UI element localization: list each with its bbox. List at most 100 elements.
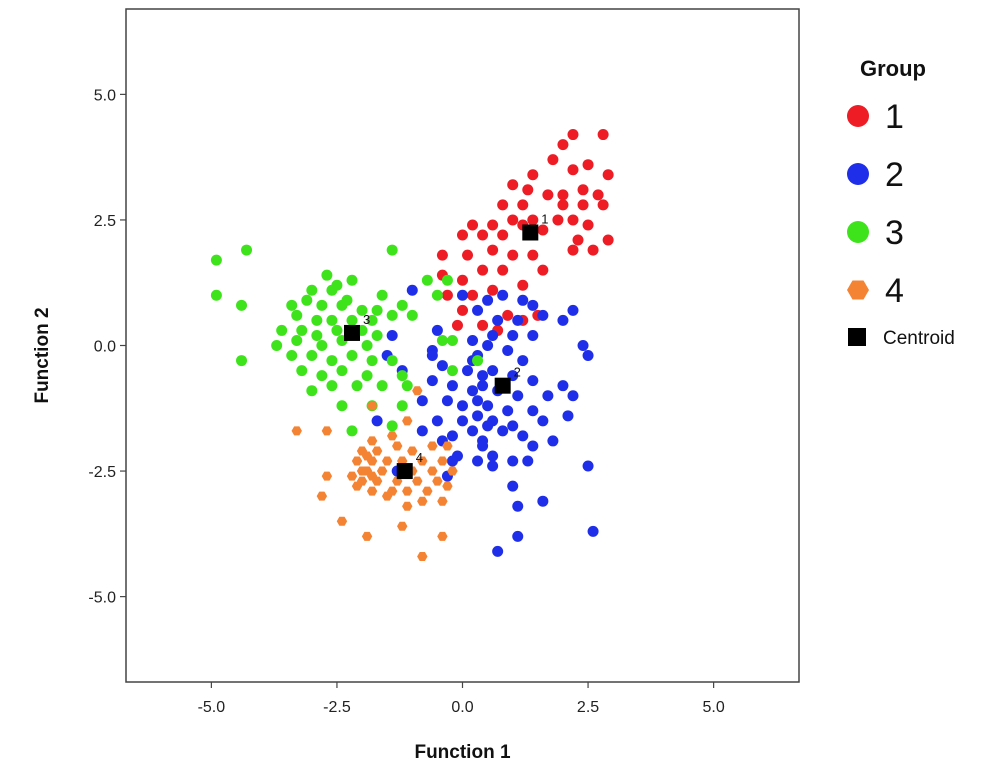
data-point [396, 370, 408, 382]
data-point [567, 304, 579, 316]
data-point [441, 289, 453, 301]
data-point [507, 455, 519, 467]
legend-marker [847, 221, 869, 243]
data-point [406, 309, 418, 321]
data-point [446, 365, 458, 377]
data-point [487, 219, 499, 231]
legend-marker [847, 280, 869, 300]
data-point [326, 314, 338, 326]
data-point [371, 415, 383, 427]
x-tick-label: 2.5 [577, 699, 599, 716]
data-point [441, 395, 453, 407]
data-point [316, 299, 328, 311]
data-point [487, 365, 499, 377]
data-point [376, 466, 388, 476]
data-point [417, 496, 428, 506]
data-point [512, 314, 524, 326]
data-point [416, 425, 428, 437]
data-point [436, 360, 448, 372]
data-point [291, 426, 302, 436]
data-point [412, 386, 423, 396]
data-point [421, 274, 433, 286]
data-point [567, 244, 579, 256]
data-point [472, 455, 484, 467]
data-point [386, 309, 398, 321]
data-point [336, 299, 348, 311]
data-point [487, 329, 499, 341]
data-point [582, 350, 594, 362]
data-point [316, 370, 328, 382]
data-point [457, 274, 468, 286]
data-point [366, 456, 378, 466]
data-point [522, 184, 534, 196]
data-point [502, 345, 514, 357]
data-point [346, 314, 358, 326]
data-point [457, 304, 468, 316]
data-point [477, 440, 489, 452]
data-point [477, 229, 489, 241]
data-point [386, 244, 398, 256]
legend-centroid-label: Centroid [883, 328, 955, 349]
data-point [417, 456, 428, 466]
data-point [437, 496, 448, 506]
data-point [376, 380, 388, 392]
data-point [527, 440, 539, 452]
data-point [512, 500, 524, 512]
data-point [537, 264, 549, 276]
data-point [552, 214, 564, 226]
data-point [406, 284, 418, 296]
legend-marker [847, 163, 869, 185]
data-point [547, 435, 559, 447]
data-point [366, 314, 378, 326]
series-3 [210, 244, 484, 437]
data-point [286, 350, 298, 362]
data-point [402, 501, 413, 511]
x-tick-label: 5.0 [702, 699, 724, 716]
data-point [316, 491, 328, 501]
data-point [577, 199, 589, 211]
legend-entry-label: 1 [885, 98, 904, 136]
data-point [507, 329, 519, 341]
data-point [386, 420, 398, 432]
data-point [487, 244, 499, 256]
data-point [361, 370, 373, 382]
data-point [542, 189, 554, 201]
data-point [326, 355, 338, 367]
data-point [437, 456, 448, 466]
data-point [527, 169, 539, 181]
data-point [487, 460, 499, 472]
data-point [527, 214, 539, 226]
data-point [577, 184, 589, 196]
data-point [542, 390, 554, 402]
data-point [587, 525, 599, 537]
data-point [517, 199, 529, 211]
legend-entry-label: 3 [885, 214, 904, 252]
legend-items: 1 2 3 4 [847, 98, 904, 310]
data-point [517, 294, 529, 306]
data-point [366, 401, 378, 411]
data-point [482, 294, 494, 306]
data-point [446, 334, 458, 346]
data-point [427, 466, 438, 476]
data-point [527, 375, 539, 387]
data-point [522, 455, 534, 467]
data-point [507, 249, 519, 261]
data-point [311, 314, 323, 326]
data-point [431, 324, 443, 336]
data-point [477, 264, 489, 276]
data-point [336, 400, 348, 412]
data-point [396, 400, 408, 412]
data-point [432, 476, 443, 486]
data-point [537, 309, 549, 321]
data-point [301, 294, 313, 306]
data-point [396, 299, 408, 311]
data-point [527, 299, 539, 311]
legend-entry-label: 4 [885, 272, 904, 310]
data-point [371, 446, 383, 456]
data-point [557, 314, 569, 326]
data-point [316, 340, 328, 351]
data-point [296, 365, 308, 377]
data-point [306, 385, 318, 397]
data-point [502, 405, 514, 417]
data-point [321, 471, 333, 481]
